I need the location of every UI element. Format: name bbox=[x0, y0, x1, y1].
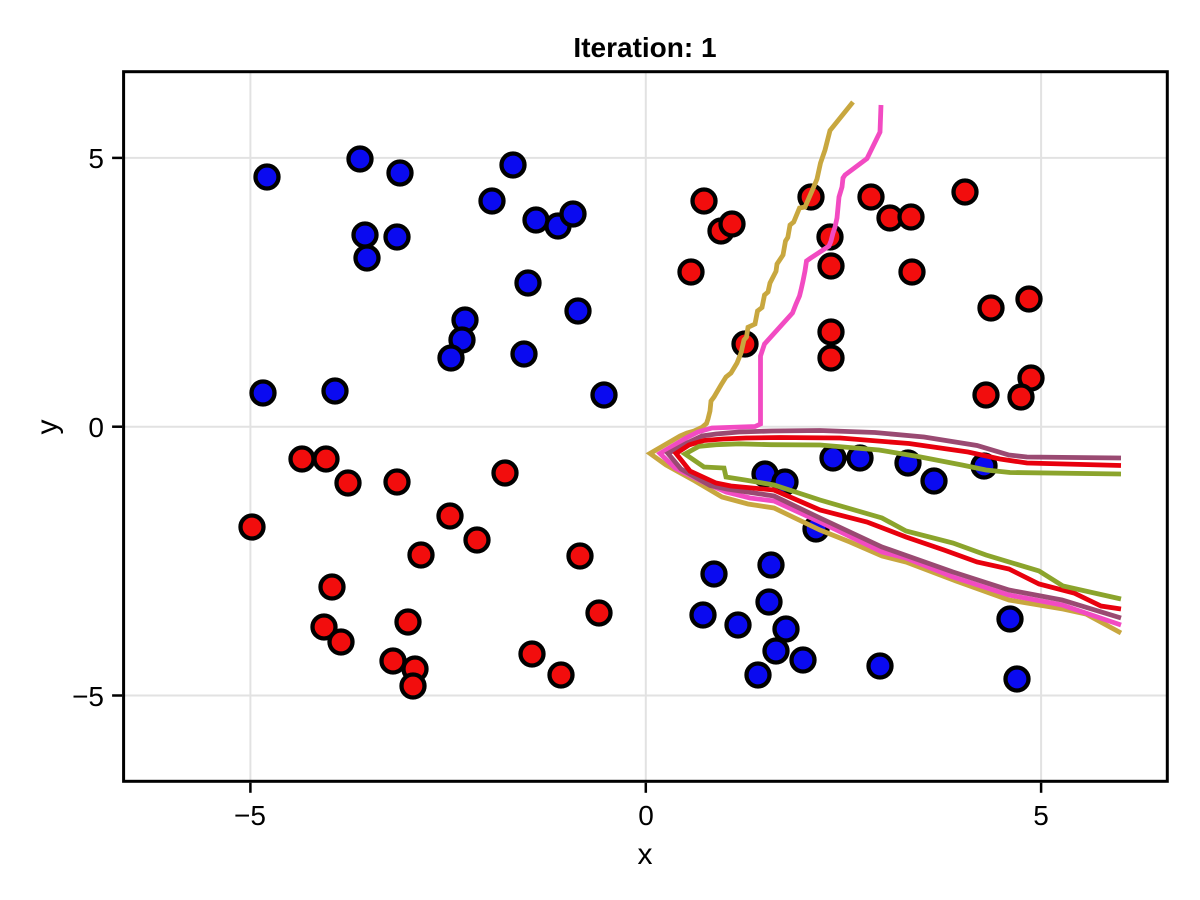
svg-text:5: 5 bbox=[88, 143, 104, 174]
svg-text:0: 0 bbox=[88, 412, 104, 443]
svg-text:Iteration: 1: Iteration: 1 bbox=[573, 32, 716, 63]
svg-text:−5: −5 bbox=[234, 800, 266, 831]
svg-text:0: 0 bbox=[638, 800, 654, 831]
svg-text:y: y bbox=[31, 420, 64, 435]
svg-text:5: 5 bbox=[1033, 800, 1049, 831]
svg-text:x: x bbox=[638, 838, 653, 871]
svg-text:−5: −5 bbox=[72, 681, 104, 712]
